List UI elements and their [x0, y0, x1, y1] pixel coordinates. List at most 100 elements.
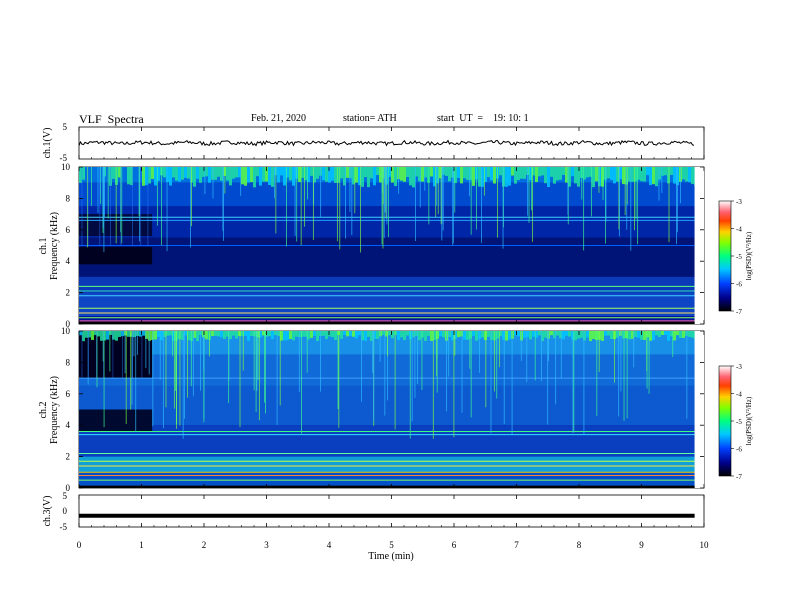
spectrogram-speckle [199, 167, 202, 183]
spectrogram-speckle [487, 331, 490, 337]
spectrogram-speckle [652, 331, 655, 341]
spectrogram-speckle [256, 331, 259, 338]
spectrogram-speckle [424, 167, 427, 178]
spectrogram-speckle [391, 167, 394, 183]
spectrogram-speckle [172, 167, 175, 178]
spectrogram-speckle [262, 167, 265, 182]
x-tick-label: 1 [139, 540, 144, 550]
spectrogram-speckle [577, 167, 580, 187]
spectrogram-speckle [601, 331, 604, 341]
spectrogram-speckle [175, 167, 178, 181]
spectrogram-speckle [445, 167, 448, 176]
ch1-colorbar-label: log(PSD)(V²/Hz) [745, 231, 753, 280]
spectrogram-speckle [229, 331, 232, 340]
spectrogram-speckle [130, 331, 133, 337]
spectrogram-speckle [256, 167, 259, 177]
ch2-spec-ytick-label: 0 [66, 483, 71, 493]
spectrogram-speckle [316, 331, 319, 342]
spectrogram-speckle [589, 167, 592, 177]
spectrogram-speckle [613, 167, 616, 184]
spectrogram-band [79, 354, 695, 386]
spectrogram-speckle [436, 167, 439, 184]
spectrogram-speckle [265, 167, 268, 182]
spectrogram-speckle [688, 331, 691, 337]
spectrogram-speckle [472, 167, 475, 186]
spectrogram-speckle [409, 167, 412, 186]
spectrogram-speckle [325, 167, 328, 182]
spectrogram-speckle [310, 167, 313, 176]
spectrogram-speckle [655, 331, 658, 336]
spectrogram-speckle [538, 331, 541, 336]
spectrogram-speckle [484, 167, 487, 182]
spectrogram-speckle [529, 331, 532, 340]
spectrogram-speckle [514, 167, 517, 184]
chart-title: VLF Spectra [79, 112, 144, 126]
spectrogram-speckle [361, 331, 364, 341]
spectrogram-speckle [448, 167, 451, 182]
x-axis-ticks: 0 1 2 3 4 5 6 7 8 9 10 [77, 127, 709, 550]
spectrogram-speckle [487, 167, 490, 178]
spectrogram-speckle [289, 167, 292, 181]
spectrogram-speckle [430, 167, 433, 177]
spectrogram-speckle [217, 331, 220, 337]
ch3-ytick-neg5: -5 [60, 522, 68, 532]
spectrogram-speckle [79, 331, 82, 336]
spectrogram-speckle [238, 167, 241, 178]
spectrogram-speckle [406, 331, 409, 336]
spectrogram-speckle [388, 331, 391, 336]
spectrogram-speckle [541, 167, 544, 176]
spectrogram-speckle [412, 331, 415, 338]
spectrogram-speckle [181, 331, 184, 341]
spectrogram-speckle [499, 167, 502, 176]
spectrogram-speckle [508, 167, 511, 186]
spectrogram-speckle [517, 167, 520, 181]
spectrogram-speckle [535, 331, 538, 338]
spectrogram-speckle [421, 331, 424, 338]
ch1-colorbar-tick-label: -3 [736, 198, 742, 206]
spectrogram-speckle [616, 167, 619, 182]
spectrogram-speckle [187, 331, 190, 341]
spectrogram-speckle [544, 331, 547, 338]
spectrogram-speckle [592, 331, 595, 339]
spectrogram-speckle [340, 331, 343, 339]
ch2-spec-ytick-label: 4 [66, 420, 71, 430]
spectrogram-speckle [271, 331, 274, 340]
spectrogram-speckle [412, 167, 415, 188]
spectrogram-speckle [691, 331, 694, 338]
ch3-ytick-5: 5 [63, 491, 68, 501]
x-tick-label: 6 [452, 540, 457, 550]
spectrogram-speckle [334, 331, 337, 341]
ch1-colorbar-tick-label: -7 [736, 308, 742, 316]
spectrogram-bottom-strip [79, 321, 695, 324]
spectrogram-speckle [145, 331, 148, 339]
ch1-spec-ytick-label: 0 [66, 319, 71, 329]
spectrogram-speckle [250, 167, 253, 183]
spectrogram-speckle [262, 331, 265, 336]
spectrogram-speckle [571, 331, 574, 340]
spectrogram-speckle [391, 331, 394, 339]
spectrogram-speckle [382, 331, 385, 335]
spectrogram-speckle [124, 331, 127, 336]
spectrogram-speckle [577, 331, 580, 339]
spectrogram-speckle [205, 167, 208, 177]
spectrogram-speckle [505, 167, 508, 187]
spectrogram-speckle [574, 331, 577, 341]
spectrogram-speckle [268, 167, 271, 186]
spectrogram-speckle [589, 331, 592, 342]
spectrogram-speckle [334, 167, 337, 183]
spectrogram-speckle [568, 167, 571, 187]
spectrogram-speckle [310, 331, 313, 338]
spectrogram-speckle [562, 167, 565, 175]
spectrogram-speckle [379, 331, 382, 337]
spectrogram-speckle [112, 167, 115, 179]
spectrogram-speckle [544, 167, 547, 184]
spectrogram-empty-margin [694, 167, 704, 324]
spectrogram-speckle [157, 331, 160, 337]
spectrogram-speckle [670, 167, 673, 175]
spectrogram-speckle [418, 167, 421, 182]
spectrogram-speckle [277, 331, 280, 337]
spectrogram-speckle [103, 331, 106, 341]
spectrogram-speckle [553, 167, 556, 184]
spectrogram-speckle [133, 331, 136, 338]
spectrogram-speckle [457, 167, 460, 178]
